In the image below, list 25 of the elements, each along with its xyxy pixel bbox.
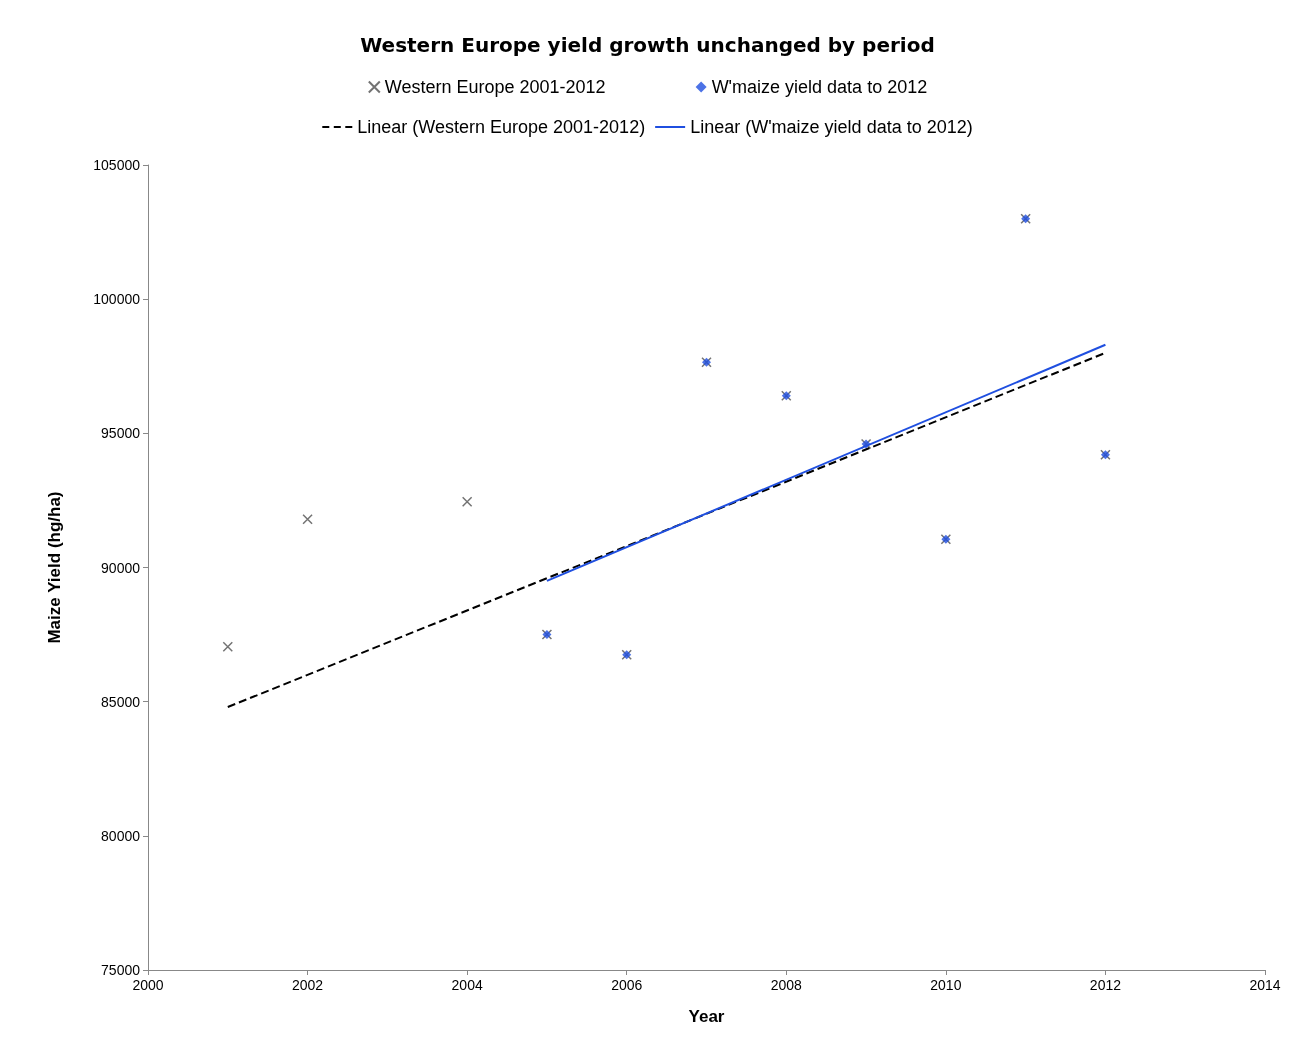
x-tick-label: 2008 [770, 977, 803, 993]
point [461, 496, 473, 508]
y-tick-label: 75000 [101, 962, 141, 978]
y-tick-label: 105000 [93, 157, 141, 173]
x-tick-label: 2012 [1089, 977, 1122, 993]
chart-title: Western Europe yield growth unchanged by period [360, 33, 935, 57]
y-tick-label: 80000 [101, 827, 141, 844]
y-tick-label: 85000 [101, 693, 141, 710]
point [222, 641, 234, 652]
legend-label: Linear (Western Europe 2001-2012) [357, 117, 646, 137]
x-tick-label: 2010 [930, 977, 962, 993]
y-tick-label: 100000 [93, 291, 141, 308]
x-tick-label: 2006 [611, 977, 643, 993]
y-tick-label: 90000 [101, 559, 141, 576]
legend-label: Western Europe 2001-2012 [384, 77, 606, 97]
y-axis-title: Maize Yield (hg/ha) [45, 491, 64, 644]
point [302, 513, 313, 525]
y-tick-label: 95000 [101, 425, 141, 442]
x-tick-label: 2014 [1249, 977, 1281, 993]
x-tick-label: 2004 [451, 977, 483, 993]
legend-label: W'maize yield data to 2012 [711, 77, 928, 97]
x-axis-title: Year [688, 1007, 725, 1026]
legend-label: Linear (W'maize yield data to 2012) [690, 117, 973, 137]
x-tick-label: 2000 [132, 977, 164, 993]
x-tick-label: 2002 [291, 977, 324, 993]
